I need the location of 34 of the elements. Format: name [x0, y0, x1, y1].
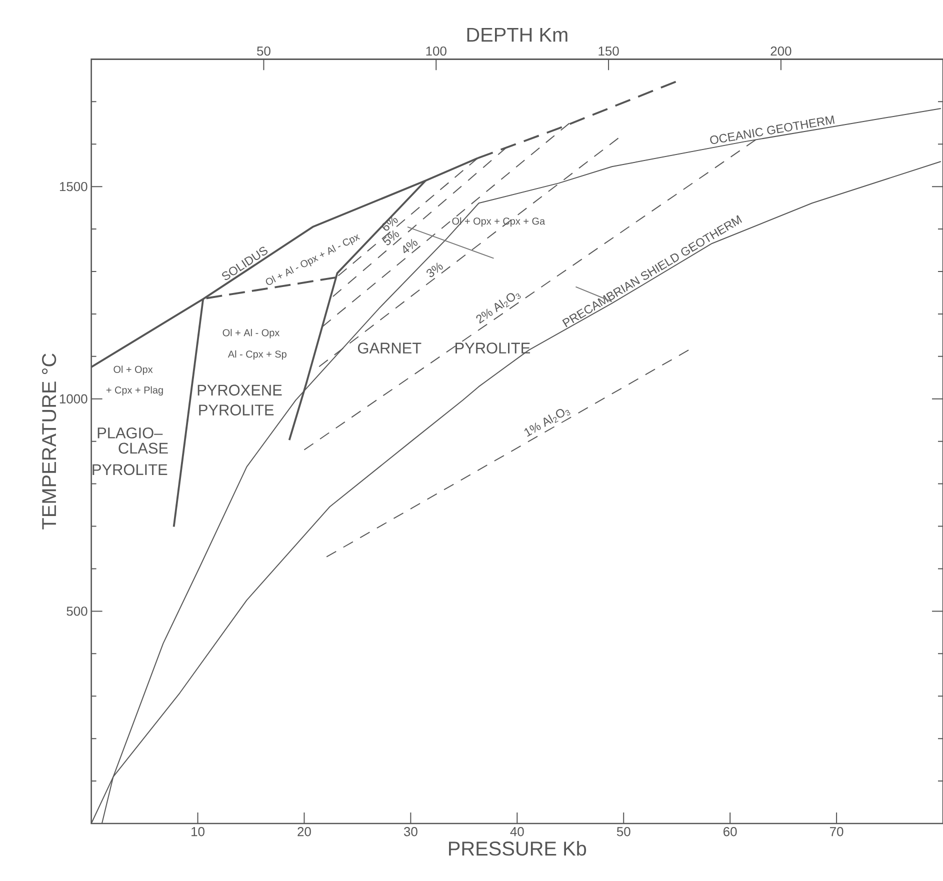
text: 2% Al$_{2}$O$_{3}$: [476, 293, 521, 324]
text: OCEANIC GEOTHERM: [710, 115, 834, 144]
x2-tick-label: 50: [257, 46, 270, 56]
annotation: Al - Cpx + Sp: [228, 350, 286, 360]
annotation: PYROLITE: [456, 342, 530, 354]
x2-tick-label: 100: [426, 46, 446, 56]
text: 4%: [403, 238, 418, 254]
text: 1% Al$_{2}$O$_{3}$: [524, 409, 570, 437]
annotation: + Cpx + Plag: [106, 386, 163, 396]
x-tick-label: 10: [192, 827, 204, 836]
annotation: PLAGIO–: [98, 427, 163, 438]
x2-tick-label: 150: [598, 46, 619, 56]
y-tick-label: 1500: [60, 182, 88, 192]
x-tick-label: 30: [404, 827, 418, 836]
annotation: Ol + Opx: [114, 366, 153, 375]
x-axis-title: PRESSURE Kb: [449, 841, 586, 856]
x-tick-label: 40: [510, 827, 524, 836]
annotation: GARNET: [358, 342, 422, 354]
text: 5%: [382, 230, 400, 246]
y-axis-title: TEMPERATURE °C: [42, 354, 56, 530]
x-tick-label: 70: [830, 827, 844, 836]
annotation: PYROXENE: [198, 384, 282, 396]
y-tick-label: 500: [66, 606, 88, 616]
annotation: CLASE: [118, 442, 168, 454]
x2-tick-label: 200: [770, 46, 792, 56]
x2-axis-title: DEPTH Km: [467, 28, 568, 42]
x-tick-label: 20: [298, 827, 311, 836]
annotation: PYROLITE: [199, 404, 274, 416]
text: 3%: [426, 262, 443, 278]
annotation: PYROLITE: [92, 464, 168, 476]
x-tick-label: 60: [724, 827, 737, 836]
x-tick-label: 50: [616, 827, 630, 836]
y-tick-label: 1000: [60, 394, 88, 404]
annotation: Ol + Al - Opx: [222, 328, 280, 338]
